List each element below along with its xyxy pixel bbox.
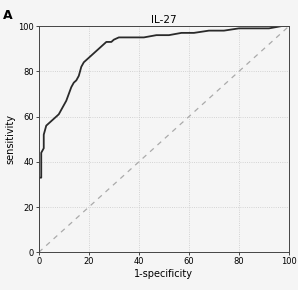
- Text: A: A: [3, 9, 13, 22]
- X-axis label: 1-specificity: 1-specificity: [134, 269, 193, 279]
- Y-axis label: sensitivity: sensitivity: [5, 114, 15, 164]
- Title: IL-27: IL-27: [151, 15, 177, 25]
